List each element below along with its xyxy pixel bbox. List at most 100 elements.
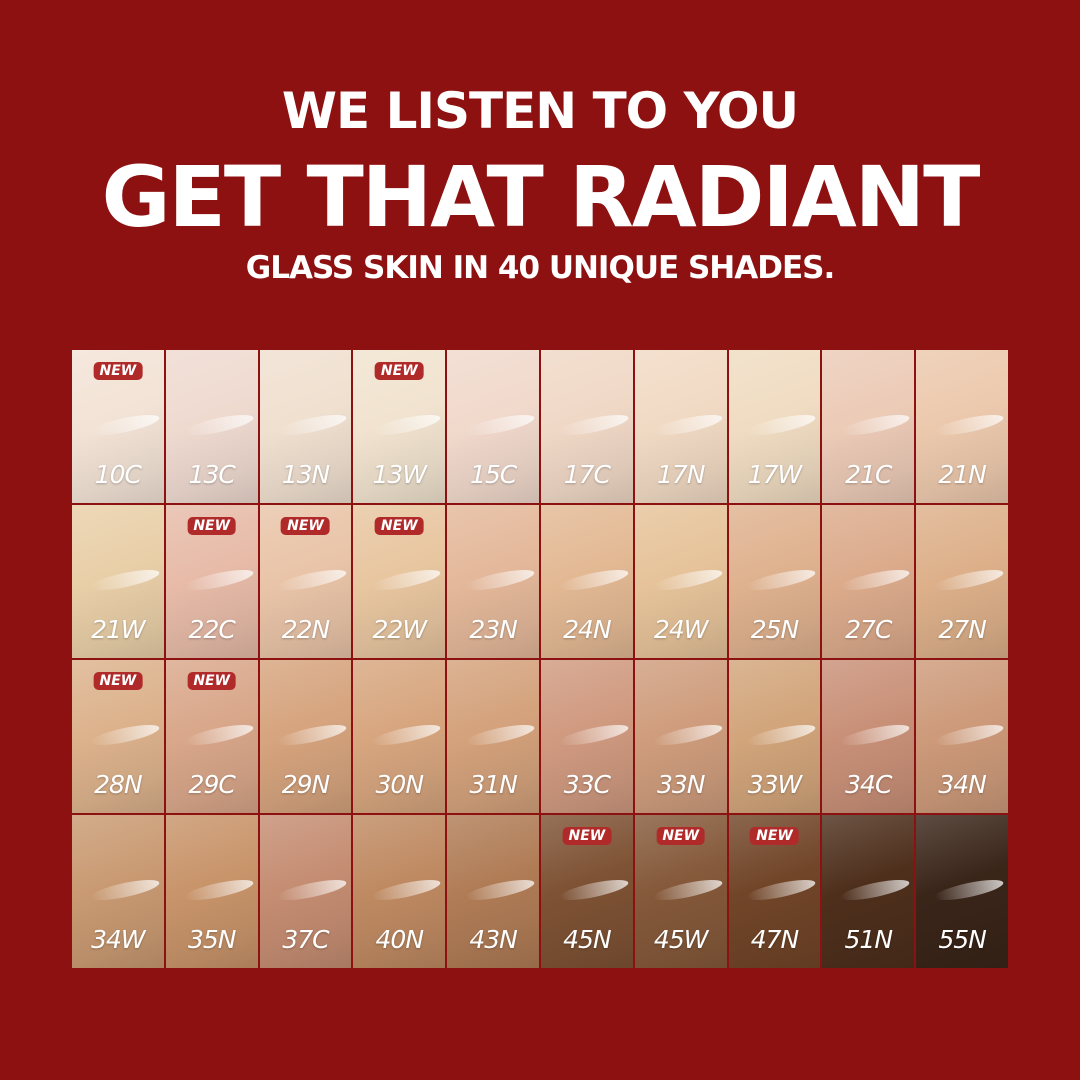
new-badge: NEW: [93, 362, 143, 380]
new-badge: NEW: [187, 517, 237, 535]
shade-swatch: NEW 45W: [634, 815, 727, 968]
shade-grid: NEW 10C 13C 13N NEW 13W 15C 17C 17N 17W 21C 21N 21W N…: [72, 350, 1008, 968]
shade-swatch: 34C: [822, 660, 915, 813]
gloss-highlight: [182, 410, 255, 440]
shade-swatch: 33N: [634, 660, 727, 813]
gloss-highlight: [370, 875, 442, 905]
gloss-highlight: [933, 410, 1005, 440]
shade-swatch: 55N: [916, 815, 1008, 968]
shade-swatch: NEW 10C: [72, 350, 164, 503]
gloss-highlight: [182, 875, 255, 905]
gloss-highlight: [182, 720, 255, 750]
shade-swatch: 35N: [165, 815, 258, 968]
shade-label: 45W: [653, 925, 709, 954]
shade-label: 15C: [469, 460, 517, 489]
gloss-highlight: [89, 720, 161, 750]
shade-swatch: 17N: [634, 350, 727, 503]
gloss-highlight: [933, 565, 1005, 595]
shade-label: 43N: [469, 925, 518, 954]
shade-swatch: 24W: [634, 505, 727, 658]
shade-label: 17N: [656, 460, 706, 489]
shade-label: 17W: [747, 460, 803, 489]
shade-swatch: 51N: [822, 815, 915, 968]
new-badge: NEW: [93, 672, 143, 690]
shade-swatch: 21N: [916, 350, 1008, 503]
gloss-highlight: [558, 720, 630, 750]
gloss-highlight: [558, 875, 630, 905]
shade-swatch: 37C: [259, 815, 352, 968]
gloss-highlight: [651, 875, 724, 905]
gloss-highlight: [745, 565, 818, 595]
gloss-highlight: [276, 410, 349, 440]
gloss-highlight: [933, 720, 1005, 750]
shade-label: 22C: [188, 615, 236, 644]
new-badge: NEW: [750, 827, 799, 845]
shade-swatch: 30N: [353, 660, 446, 813]
headline-top: WE LISTEN TO YOU: [281, 82, 799, 140]
shade-label: 27C: [845, 615, 892, 644]
gloss-highlight: [89, 565, 161, 595]
shade-swatch: 27C: [822, 505, 915, 658]
shade-label: 24N: [563, 615, 612, 644]
shade-swatch: 43N: [447, 815, 539, 968]
shade-label: 17C: [563, 460, 611, 489]
shade-swatch: 15C: [447, 350, 539, 503]
shade-label: 45N: [563, 925, 612, 954]
shade-label: 21N: [938, 460, 987, 489]
new-badge: NEW: [374, 517, 424, 535]
shade-label: 13C: [188, 460, 236, 489]
gloss-highlight: [745, 875, 818, 905]
shade-swatch: 33C: [541, 660, 633, 813]
shade-label: 34W: [91, 925, 146, 954]
shade-label: 25N: [750, 615, 800, 644]
shade-label: 31N: [469, 770, 518, 799]
gloss-highlight: [651, 410, 724, 440]
shade-swatch: 17W: [728, 350, 821, 503]
shade-label: 34C: [845, 770, 892, 799]
gloss-highlight: [276, 720, 349, 750]
gloss-highlight: [558, 565, 630, 595]
shade-swatch: NEW 22N: [259, 505, 352, 658]
shade-swatch: NEW 29C: [165, 660, 258, 813]
shade-swatch: NEW 45N: [541, 815, 633, 968]
shade-label: 27N: [938, 615, 987, 644]
headline-main: GET THAT RADIANT: [101, 148, 981, 246]
shade-label: 28N: [94, 770, 143, 799]
shade-swatch: NEW 13W: [353, 350, 446, 503]
gloss-highlight: [651, 720, 724, 750]
shade-swatch: 24N: [541, 505, 633, 658]
shade-label: 23N: [469, 615, 518, 644]
headline-sub: GLASS SKIN IN 40 UNIQUE SHADES.: [245, 250, 836, 286]
shade-swatch: 17C: [541, 350, 633, 503]
shade-label: 30N: [375, 770, 425, 799]
shade-swatch: 13C: [165, 350, 258, 503]
gloss-highlight: [839, 875, 911, 905]
shade-label: 37C: [282, 925, 329, 954]
shade-swatch: 34W: [72, 815, 164, 968]
gloss-highlight: [745, 720, 818, 750]
shade-swatch: 33W: [728, 660, 821, 813]
shade-label: 33N: [656, 770, 706, 799]
shade-label: 34N: [938, 770, 987, 799]
shade-label: 13N: [281, 460, 331, 489]
gloss-highlight: [464, 565, 536, 595]
gloss-highlight: [464, 410, 536, 440]
new-badge: NEW: [374, 362, 424, 380]
shade-swatch: 25N: [728, 505, 821, 658]
shade-label: 24W: [653, 615, 709, 644]
gloss-highlight: [182, 565, 255, 595]
shade-label: 35N: [187, 925, 237, 954]
shade-swatch: 40N: [353, 815, 446, 968]
gloss-highlight: [745, 410, 818, 440]
gloss-highlight: [933, 875, 1005, 905]
gloss-highlight: [558, 410, 630, 440]
gloss-highlight: [370, 410, 442, 440]
shade-label: 21W: [91, 615, 146, 644]
gloss-highlight: [370, 565, 442, 595]
shade-label: 51N: [844, 925, 894, 954]
gloss-highlight: [276, 875, 349, 905]
shade-swatch: NEW 22C: [165, 505, 258, 658]
shade-label: 21C: [845, 460, 892, 489]
shade-swatch: 34N: [916, 660, 1008, 813]
gloss-highlight: [464, 720, 536, 750]
